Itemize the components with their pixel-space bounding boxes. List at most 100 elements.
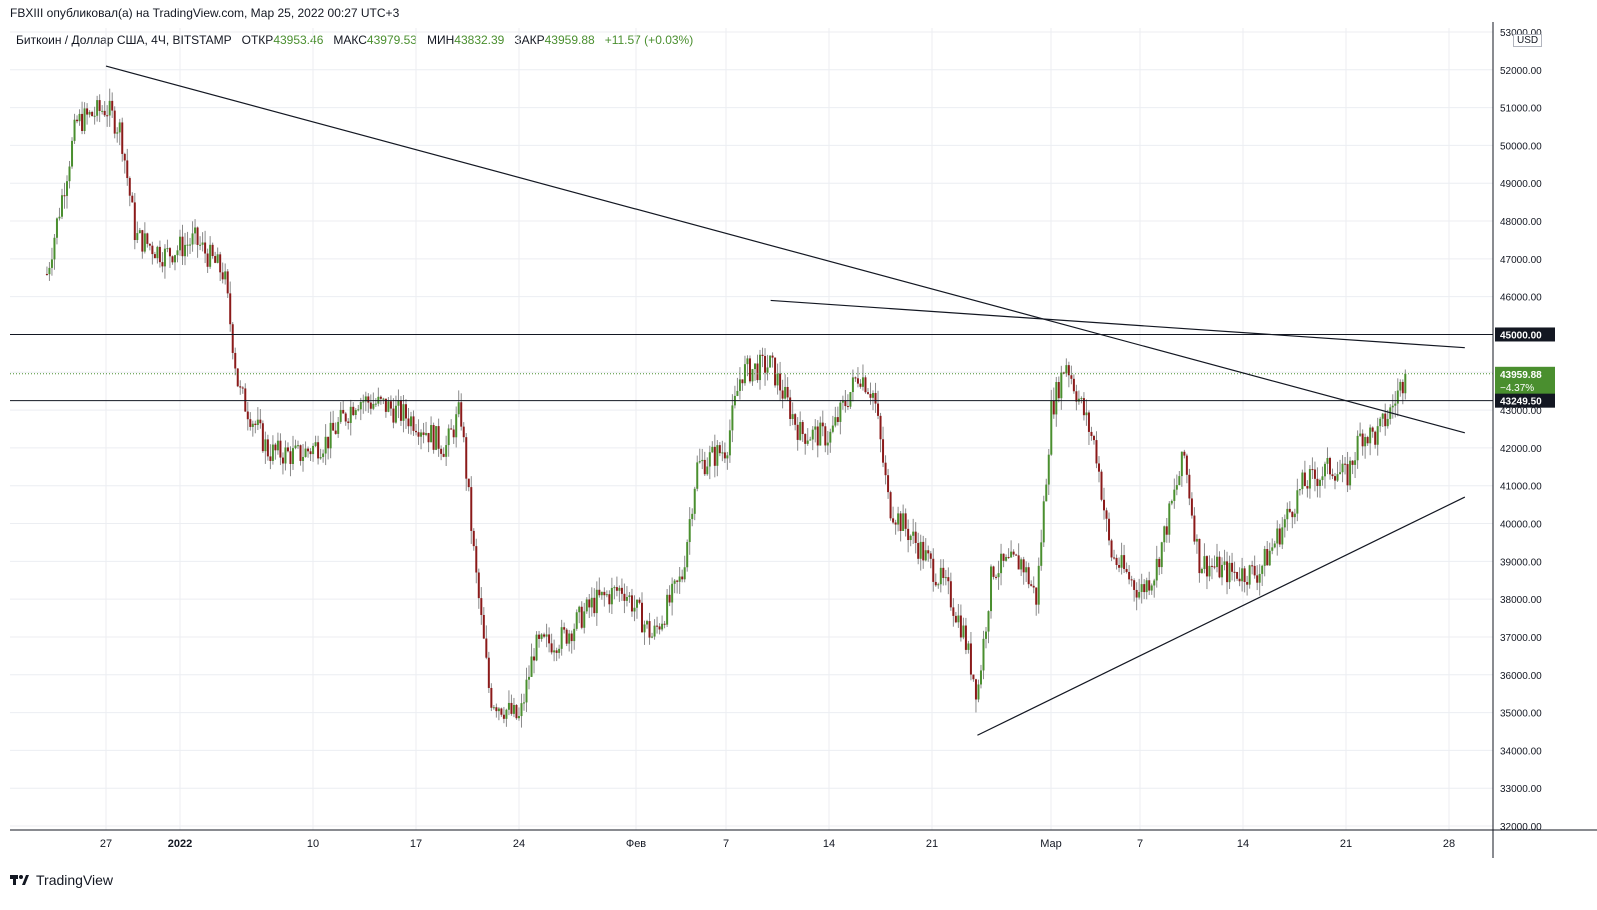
candle-body [128,178,131,196]
candle-body [899,513,902,531]
candle-body [603,591,606,596]
candle-body [668,594,671,603]
candle-body [1090,431,1093,436]
candle-body [1158,558,1161,568]
candle-body [349,406,352,423]
candle-body [50,259,53,268]
candle-body [984,631,987,639]
candle-body [455,414,458,438]
tradingview-brand: TradingView [36,872,114,888]
candle-body [608,594,611,605]
candle-body [1301,472,1304,490]
candle-body [96,100,99,116]
candle-body [701,459,704,462]
candle-body [1065,365,1068,374]
candle-body [1022,559,1025,573]
candle-body [1160,542,1163,568]
candle-body [482,614,485,639]
y-tick-label: 39000.00 [1500,557,1542,568]
candle-body [693,488,696,514]
candle-body [442,453,445,457]
candle-body [588,599,591,608]
candle-body [565,629,568,644]
candle-body [359,402,362,410]
candle-body [1025,567,1028,573]
candle-body [1103,499,1106,511]
candle-body [819,422,822,446]
candle-body [111,100,114,111]
y-tick-label: 32000.00 [1500,822,1542,833]
candle-body [475,546,478,573]
candle-body [1155,558,1158,581]
candle-body [947,577,950,582]
candle-body [1108,518,1111,541]
candle-body [1168,503,1171,535]
candle-body [1256,575,1259,583]
level-price-label: 43249.50 [1500,397,1542,408]
candle-body [204,242,207,254]
candle-body [1062,372,1065,374]
legend-close-value: 43959.88 [544,33,595,47]
candle-body [836,417,839,422]
candle-body [1223,561,1226,565]
candle-body [688,519,691,543]
candle-body [548,634,551,644]
candle-body [1288,508,1291,512]
candle-body [882,439,885,463]
candle-body [731,405,734,431]
candle-body [995,576,998,578]
candle-body [1281,527,1284,545]
candle-body [389,401,392,409]
candle-body [1346,464,1349,486]
candle-body [628,595,631,597]
candle-body [176,250,179,256]
candle-body [1035,587,1038,605]
candle-body [1266,548,1269,566]
candle-body [1092,435,1095,441]
candle-body [322,453,325,458]
candle-body [163,248,166,267]
candle-body [698,461,701,463]
candle-body [297,445,300,447]
candle-body [407,418,410,427]
candle-body [1150,585,1153,591]
candle-body [430,425,433,443]
candle-body [143,233,146,252]
x-tick-label: 10 [307,838,319,850]
candle-body [676,580,679,582]
candle-body [422,432,425,435]
legend-change: +11.57 (+0.03%) [604,33,694,47]
y-tick-label: 40000.00 [1500,520,1542,531]
candle-body [904,513,907,529]
candle-body [610,587,613,605]
candle-body [909,535,912,541]
candle-body [748,358,751,382]
candle-body [703,459,706,475]
candle-body [1334,476,1337,481]
x-tick-label: 2022 [168,838,192,850]
candle-body [1306,486,1309,489]
candle-body [942,567,945,578]
candle-body [392,408,395,423]
candle-body [922,541,925,561]
legend-high-label: МАКС [333,33,367,47]
candle-body [1100,471,1103,500]
candle-body [352,406,355,416]
candle-body [55,218,58,238]
candle-body [113,110,116,134]
candle-body [432,425,435,450]
candle-body [347,421,350,423]
tradingview-footer[interactable]: TradingView [10,872,113,888]
y-tick-label: 48000.00 [1500,217,1542,228]
candle-body [764,355,767,373]
candle-body [231,324,234,353]
candle-body [1321,476,1324,481]
currency-badge[interactable]: USD [1513,34,1543,47]
candle-body [816,426,819,446]
candle-body [1328,458,1331,475]
y-tick-label: 49000.00 [1500,179,1542,190]
candle-body [372,403,375,409]
candle-body [678,576,681,582]
level-price-label: 45000.00 [1500,330,1542,341]
